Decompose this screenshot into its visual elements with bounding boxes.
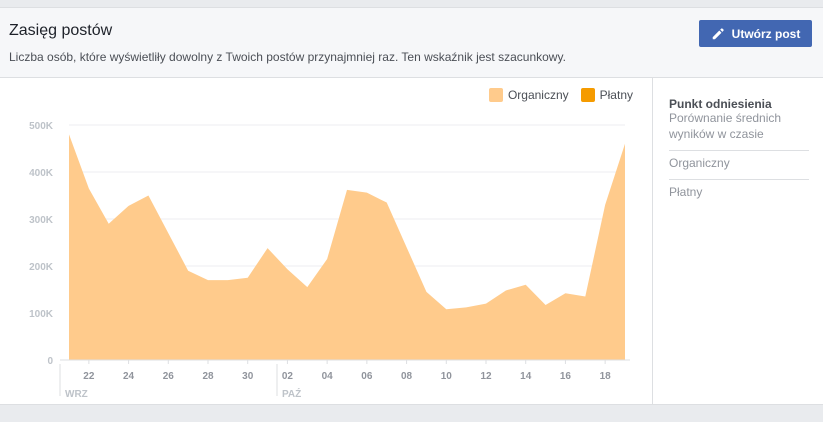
create-post-button[interactable]: Utwórz post bbox=[699, 20, 812, 47]
benchmark-title: Punkt odniesienia bbox=[669, 97, 772, 111]
x-tick-label: 02 bbox=[282, 371, 294, 382]
legend-label-organic: Organiczny bbox=[507, 88, 569, 102]
chart-legend: Organiczny Płatny bbox=[488, 88, 633, 102]
create-post-label: Utwórz post bbox=[731, 26, 801, 41]
legend-label-paid: Płatny bbox=[599, 88, 633, 102]
card-title: Zasięg postów bbox=[9, 22, 113, 39]
chart-area: 0 100K 200K 300K 400K 500K 22 24 26 28 30 02 04 06 08 1… bbox=[0, 78, 653, 405]
y-tick-label: 0 bbox=[47, 356, 53, 367]
month-label: PAŹ bbox=[282, 387, 301, 400]
x-tick-label: 30 bbox=[242, 371, 254, 382]
reach-chart: 0 100K 200K 300K 400K 500K 22 24 26 28 30 02 04 06 08 1… bbox=[29, 121, 630, 400]
benchmark-paid-link[interactable]: Płatny bbox=[669, 185, 703, 199]
x-tick-label: 06 bbox=[361, 371, 373, 382]
post-reach-card: Zasięg postów Liczba osób, które wyświet… bbox=[0, 7, 823, 405]
benchmark-description: Porównanie średnich wyników w czasie bbox=[669, 111, 782, 141]
benchmark-panel: Punkt odniesienia Porównanie średnich wy… bbox=[653, 78, 823, 405]
month-label: WRZ bbox=[65, 389, 88, 400]
x-tick-label: 10 bbox=[441, 371, 453, 382]
organic-area bbox=[69, 134, 625, 360]
benchmark-organic-link[interactable]: Organiczny bbox=[669, 156, 730, 170]
x-tick-label: 18 bbox=[600, 371, 612, 382]
pencil-icon bbox=[712, 27, 724, 39]
card-subtitle: Liczba osób, które wyświetliły dowolny z… bbox=[9, 50, 566, 64]
x-tick-label: 14 bbox=[520, 371, 532, 382]
legend-swatch-organic bbox=[488, 88, 503, 102]
legend-swatch-paid bbox=[580, 88, 595, 102]
benchmark-divider bbox=[669, 179, 809, 180]
y-tick-label: 500K bbox=[29, 121, 54, 132]
card-header: Zasięg postów Liczba osób, które wyświet… bbox=[0, 8, 823, 78]
y-tick-label: 100K bbox=[29, 309, 54, 320]
x-tick-label: 04 bbox=[322, 371, 334, 382]
benchmark-divider bbox=[669, 150, 809, 151]
y-tick-label: 400K bbox=[29, 168, 54, 179]
x-tick-label: 16 bbox=[560, 371, 572, 382]
y-tick-label: 200K bbox=[29, 262, 54, 273]
x-tick-label: 12 bbox=[480, 371, 492, 382]
y-tick-label: 300K bbox=[29, 215, 54, 226]
x-tick-label: 26 bbox=[163, 371, 175, 382]
legend-item-organic[interactable]: Organiczny bbox=[488, 88, 569, 102]
x-tick-label: 22 bbox=[83, 371, 95, 382]
x-tick-label: 24 bbox=[123, 371, 135, 382]
x-tick-label: 28 bbox=[202, 371, 214, 382]
x-tick-label: 08 bbox=[401, 371, 413, 382]
legend-item-paid[interactable]: Płatny bbox=[580, 88, 633, 102]
